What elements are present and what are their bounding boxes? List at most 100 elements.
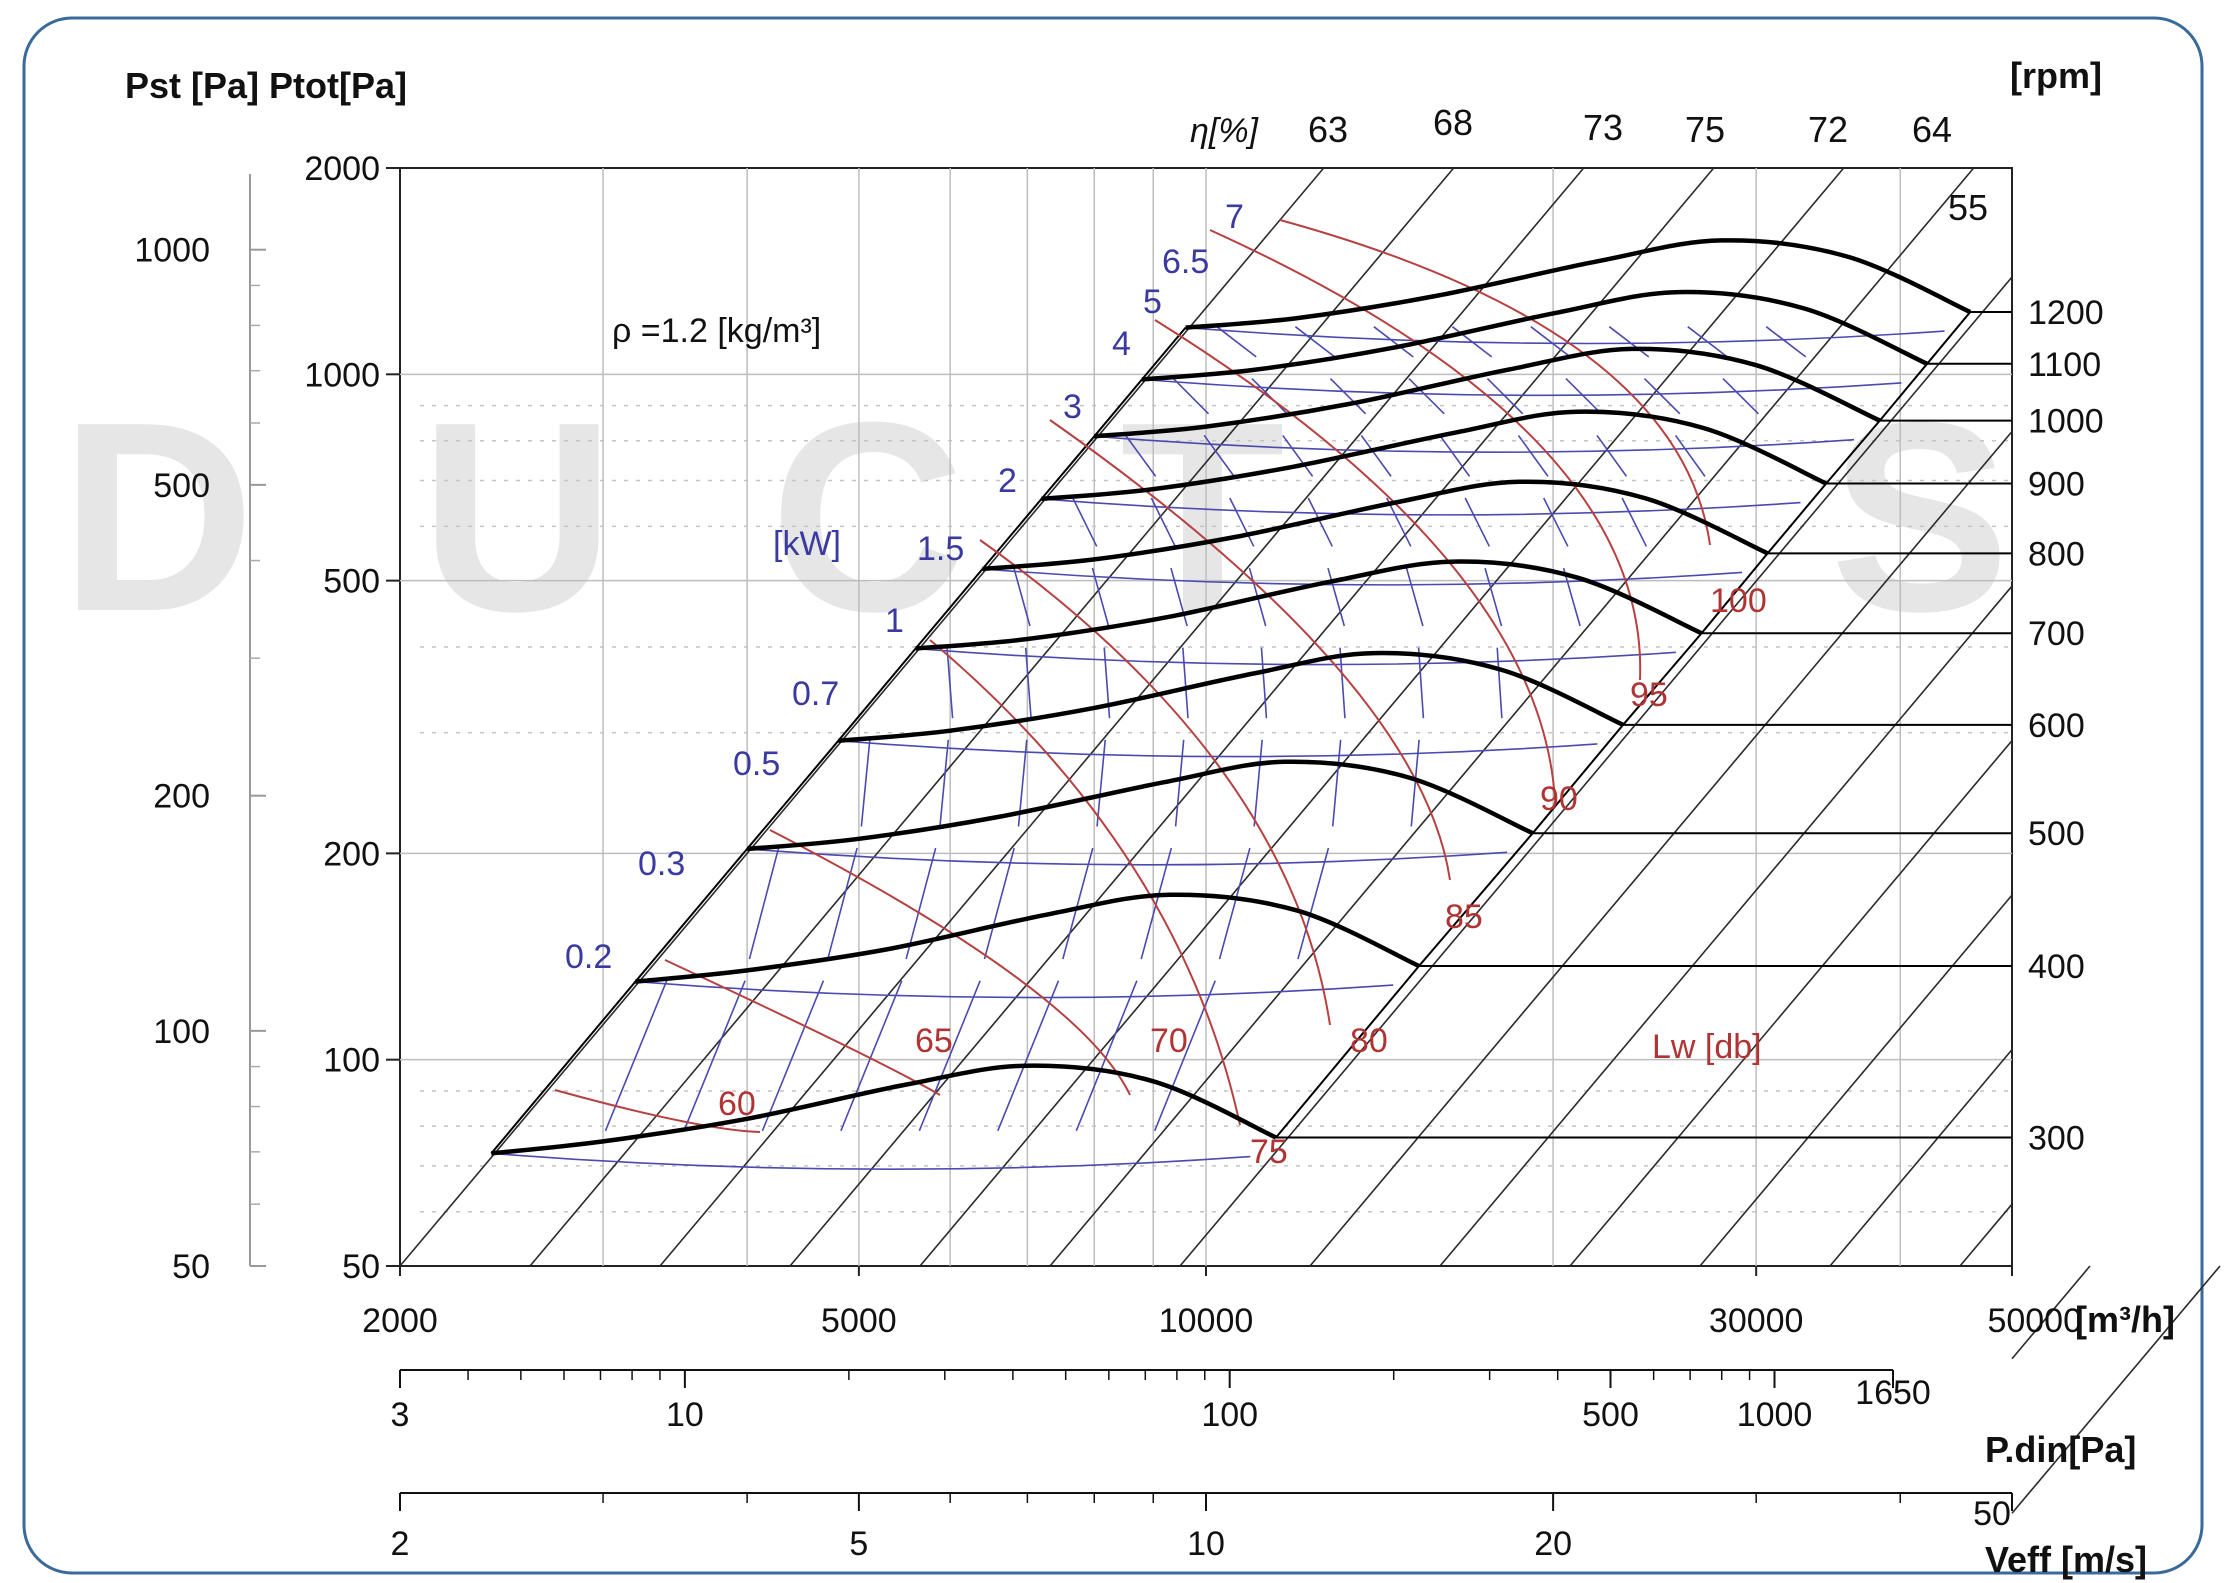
power-curve-segment [1125, 434, 1157, 477]
power-curve [838, 739, 1598, 758]
chart-frame [22, 16, 2204, 1575]
power-curve-segment [905, 847, 937, 960]
power-curve-segment [1172, 377, 1210, 415]
power-curve-segment [1174, 739, 1185, 827]
ptot-tick-label: 50 [342, 1248, 380, 1286]
power-curve-segment [1253, 739, 1263, 827]
resistance-line [1959, 1203, 2013, 1267]
speed-curve-500 [746, 759, 1534, 852]
speed-curve-900 [1041, 409, 1828, 502]
max-flow-boundary [1275, 311, 1971, 1139]
veff-tick-label: 10 [1187, 1525, 1225, 1563]
min-flow-boundary [490, 326, 1187, 1155]
pdin-tick-label: 3 [391, 1396, 410, 1434]
efficiency-value-64: 64 [1912, 109, 1952, 150]
pst-tick-label: 1000 [134, 232, 210, 270]
pdin-tick-label: 500 [1582, 1396, 1639, 1434]
rpm-label-1100: 1100 [2028, 346, 2101, 384]
power-label-5: 5 [1143, 283, 1162, 321]
power-curve-segment [1203, 434, 1235, 477]
rpm-label-500: 500 [2028, 815, 2085, 853]
power-curve-segment [1484, 567, 1503, 627]
resistance-line [1829, 1049, 2013, 1267]
power-curve-segment [939, 739, 950, 827]
noise-label-100: 100 [1710, 582, 1767, 620]
power-curve-segment [1218, 847, 1251, 960]
power-curve-segment [1297, 847, 1330, 960]
power-curve-segment [860, 739, 871, 827]
noise-label-85: 85 [1445, 898, 1483, 936]
noise-label-90: 90 [1540, 780, 1578, 818]
power-label-0_2: 0.2 [565, 938, 612, 976]
speed-curves [491, 238, 2012, 1156]
resistance-line [1569, 740, 2013, 1267]
noise-label-60: 60 [718, 1085, 756, 1123]
efficiency-value-63: 63 [1308, 109, 1348, 150]
speed-curve-300 [491, 1063, 1277, 1156]
rpm-label-1200: 1200 [2028, 294, 2104, 332]
power-curve-segment [1486, 377, 1524, 415]
rpm-label-400: 400 [2028, 948, 2085, 986]
power-curve [1141, 378, 1902, 397]
power-curve-segment [1140, 847, 1173, 960]
power-curve-segment [748, 847, 780, 960]
noise-curve [1279, 219, 1711, 546]
power-label-6_5: 6.5 [1162, 243, 1209, 281]
rpm-label-800: 800 [2028, 535, 2085, 573]
power-curve-segment [1091, 567, 1110, 627]
power-label-7: 7 [1225, 198, 1244, 236]
power-label-0_5: 0.5 [733, 745, 780, 783]
flow-tick-label: 50000 [1987, 1302, 2082, 1340]
power-curve-segment [1608, 326, 1650, 358]
power-curve-segment [1327, 567, 1346, 627]
pst-tick-label: 100 [153, 1013, 210, 1051]
chart-labels: Pst [Pa] Ptot[Pa] [rpm] [m³/h] P.din[Pa]… [125, 55, 2175, 1580]
power-curve-segment [1182, 647, 1189, 719]
power-curve-segment [1621, 497, 1648, 547]
pst-tick-label: 500 [153, 467, 210, 505]
power-curve-segment [1496, 647, 1503, 719]
veff-tick-label: 50 [1973, 1495, 2011, 1533]
power-curve-segment [997, 980, 1060, 1132]
speed-curve-800 [982, 479, 1769, 572]
power-curve-segment [840, 980, 903, 1132]
rpm-label-900: 900 [2028, 465, 2085, 503]
power-label-4: 4 [1112, 325, 1131, 363]
power-curve-segment [1405, 567, 1424, 627]
resistance-line [1439, 585, 2013, 1267]
power-curve-segment [1170, 567, 1188, 627]
speed-curve-700 [915, 559, 1703, 651]
flow-unit-label: [m³/h] [2075, 1299, 2175, 1340]
noise-label-70: 70 [1150, 1022, 1188, 1060]
efficiency-value-55: 55 [1948, 187, 1988, 228]
power-curve [747, 848, 1508, 866]
veff-tick-label: 5 [849, 1525, 868, 1563]
pst-ptot-axis-label: Pst [Pa] Ptot[Pa] [125, 65, 407, 106]
power-curve-segment [1075, 980, 1138, 1132]
power-label-1_5: 1.5 [917, 530, 964, 568]
power-curve-segment [1439, 434, 1471, 477]
flow-tick-label: 2000 [362, 1302, 438, 1340]
power-curve-segment [1530, 326, 1571, 358]
power-curve-segment [1643, 377, 1681, 415]
noise-label-65: 65 [915, 1022, 953, 1060]
power-curve-segment [1408, 377, 1445, 415]
power-curve-segment [918, 980, 981, 1132]
power-curve-segment [1216, 326, 1257, 358]
power-curve-segment [826, 847, 858, 960]
noise-curve [1209, 229, 1642, 681]
speed-curve-400 [635, 892, 1420, 984]
resistance-line [1179, 276, 2013, 1267]
power-curve-segment [1542, 497, 1569, 547]
efficiency-value-68: 68 [1433, 102, 1473, 143]
noise-curve [554, 1089, 761, 1133]
resistance-line [2011, 1265, 2091, 1360]
watermark-letter: S [1830, 367, 2010, 668]
power-curve-segment [1260, 647, 1268, 719]
resistance-line [529, 167, 1455, 1267]
speed-curve-1200 [1185, 238, 1972, 330]
power-curve-segment [1339, 647, 1346, 719]
flow-tick-label: 30000 [1709, 1302, 1804, 1340]
